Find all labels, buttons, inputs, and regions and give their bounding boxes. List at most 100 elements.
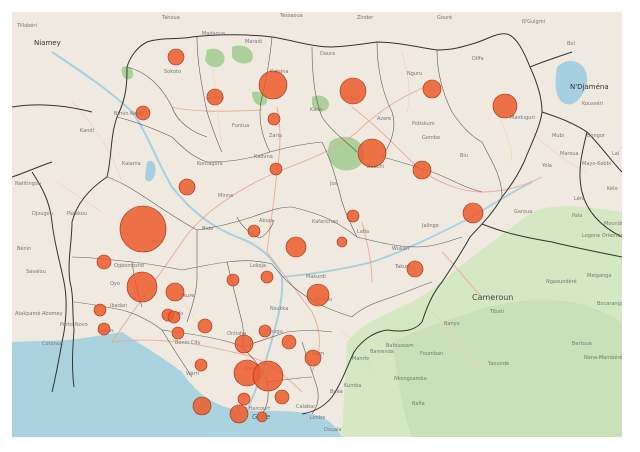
map-bubble-marker[interactable] (165, 282, 185, 302)
niger-river (51, 51, 284, 413)
place-label-ibadan: Ibadan (110, 303, 128, 309)
map-bubble-marker[interactable] (339, 77, 367, 105)
map-bubble-marker[interactable] (126, 271, 158, 303)
place-label-bol: Bol (567, 41, 575, 47)
map-bubble-marker[interactable] (226, 273, 240, 287)
map-bubble-marker[interactable] (237, 392, 251, 406)
place-label-logone: Logone Oriental (582, 233, 622, 239)
map-bubble-marker[interactable] (306, 283, 330, 307)
map-bubble-marker[interactable] (406, 260, 424, 278)
place-label-ogbomosho: Ogbomosho (114, 263, 145, 269)
place-label-meiganga: Meiganga (587, 273, 612, 279)
place-label-mubi: Mubi (552, 133, 565, 139)
place-label-bongor: Bongor (587, 133, 605, 139)
map-bubble-marker[interactable] (357, 138, 387, 168)
place-label-benin-city: Benin City (175, 340, 201, 346)
place-label-yaounde: Yaoundé (488, 361, 510, 367)
place-label-bida: Bida (202, 226, 214, 232)
map-bubble-marker[interactable] (178, 178, 196, 196)
place-label-banyo: Banyo (444, 321, 460, 327)
place-label-gombe: Gombe (422, 135, 441, 141)
forest-patch (312, 95, 329, 112)
map-bubble-marker[interactable] (247, 224, 261, 238)
map-bubble-marker[interactable] (135, 105, 151, 121)
map-bubble-marker[interactable] (281, 334, 297, 350)
place-label-zinder: Zinder (357, 15, 374, 21)
map-bubble-marker[interactable] (269, 162, 283, 176)
place-label-wukari: Wukari (392, 246, 410, 252)
map-bubble-marker[interactable] (422, 79, 442, 99)
place-label-birnin-kebbi: Birnin Kebbi (114, 111, 144, 117)
map-bubble-marker[interactable] (167, 48, 185, 66)
place-label-mamfe: Mamfe (352, 356, 370, 362)
map-bubble-marker[interactable] (258, 324, 272, 338)
map-bubble-marker[interactable] (412, 160, 432, 180)
map-bubble-marker[interactable] (252, 360, 284, 392)
place-label-porto-novo: Porto-Novo (60, 322, 88, 328)
map-canvas[interactable]: Tillabéri Niamey Tahoua Tessaoua Zinder Gouré… (12, 12, 622, 437)
forest-patch (232, 45, 253, 64)
map-bubble-marker[interactable] (171, 326, 185, 340)
map-bubble-marker[interactable] (336, 236, 348, 248)
place-label-biu: Biu (460, 153, 468, 159)
place-label-goure: Gouré (437, 15, 453, 21)
place-label-potiskum: Potiskum (412, 121, 435, 127)
lake-chad (555, 60, 588, 105)
place-label-bocaranga: Bocaranga (597, 301, 622, 307)
map-bubble-marker[interactable] (492, 93, 518, 119)
place-label-port-harcourt: Port Harcourt (237, 406, 271, 412)
minor-road-network (56, 51, 588, 373)
map-bubble-marker[interactable] (346, 209, 360, 223)
benue-river (281, 181, 533, 278)
map-bubble-marker[interactable] (93, 303, 107, 317)
place-label-onitsha: Onitsha (227, 331, 247, 337)
basemap (12, 12, 622, 437)
map-bubble-marker[interactable] (304, 349, 322, 367)
place-label-warri: Warri (186, 371, 200, 377)
place-label-kelo: Kélo (607, 186, 618, 192)
map-bubble-marker[interactable] (267, 112, 281, 126)
forest-patch (205, 48, 225, 68)
place-label-abuja: Abuja (259, 218, 274, 224)
place-label-bafia: Bafia (412, 401, 425, 407)
place-label-kandi: Kandi (80, 128, 94, 134)
place-label-kaiama: Kaiama (122, 161, 141, 167)
map-bubble-marker[interactable] (119, 205, 167, 253)
map-bubble-marker[interactable] (167, 310, 181, 324)
map-bubble-marker[interactable] (206, 88, 224, 106)
place-label-douala: Douala (324, 427, 342, 433)
place-label-mayo-kebbi: Mayo-Kebbi (582, 161, 612, 167)
map-bubble-marker[interactable] (285, 236, 307, 258)
place-label-bamenda: Bamenda (370, 349, 394, 355)
map-bubble-marker[interactable] (197, 318, 213, 334)
place-label-kumba: Kumba (344, 383, 362, 389)
place-label-takum: Takum (395, 264, 412, 270)
place-label-djougou: Djougou (32, 211, 53, 217)
sea (12, 332, 342, 437)
map-bubble-marker[interactable] (229, 404, 249, 424)
place-label-tahoua: Tahoua (162, 15, 180, 21)
place-label-calabar: Calabar (296, 404, 316, 410)
place-label-kafanchan: Kafanchan (312, 219, 339, 225)
map-bubble-marker[interactable] (274, 389, 290, 405)
kainji-lake (145, 160, 156, 182)
place-label-diffa: Diffa (472, 56, 484, 62)
place-label-natitingou: Natitingou (15, 181, 42, 187)
map-bubble-marker[interactable] (96, 254, 112, 270)
map-bubble-marker[interactable] (260, 270, 274, 284)
place-label-ngaoundere: Ngaoundéré (546, 279, 577, 285)
map-bubble-marker[interactable] (192, 396, 212, 416)
map-bubble-marker[interactable] (258, 70, 288, 100)
map-bubble-marker[interactable] (194, 358, 208, 372)
place-label-foumban: Foumban (420, 351, 444, 357)
place-label-kaduna: Kaduna (254, 154, 273, 160)
map-bubble-marker[interactable] (256, 411, 268, 423)
place-label-katsina: Katsina (270, 69, 289, 75)
place-label-akure: Akure (180, 293, 195, 299)
place-label-parakou: Parakou (67, 211, 87, 217)
map-bubble-marker[interactable] (97, 322, 111, 336)
map-bubble-marker[interactable] (234, 334, 254, 354)
place-label-benin-country: Bénin (17, 246, 32, 252)
map-bubble-marker[interactable] (462, 202, 484, 224)
place-label-lokoja: Lokoja (250, 263, 266, 269)
